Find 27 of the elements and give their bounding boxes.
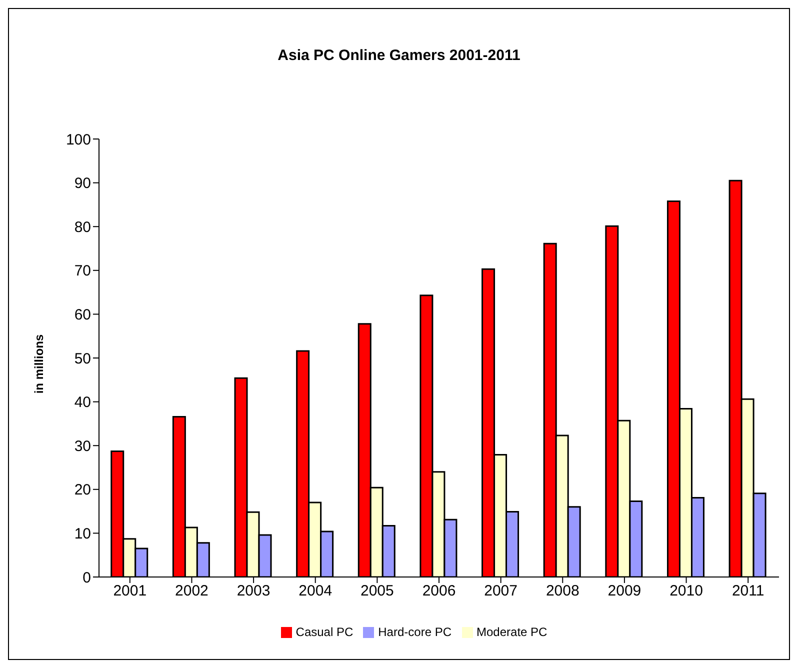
chart-title: Asia PC Online Gamers 2001-2011 (276, 47, 522, 64)
legend-label: Hard-core PC (378, 625, 452, 639)
legend-label: Moderate PC (476, 625, 548, 639)
x-tick-label: 2004 (298, 582, 332, 600)
y-tick-label: 20 (74, 482, 91, 499)
x-tick-label: 2002 (175, 582, 208, 600)
y-tick-label: 60 (74, 306, 91, 324)
y-tick-label: 100 (66, 131, 91, 148)
x-tick-label: 2007 (484, 582, 518, 600)
x-tick-label: 2005 (360, 582, 394, 600)
x-tick-label: 2003 (236, 582, 270, 600)
x-tick-label: 2011 (732, 582, 764, 600)
x-tick-label: 2010 (670, 582, 703, 600)
y-tick-label: 70 (74, 262, 91, 280)
x-tick-label: 2006 (422, 582, 456, 600)
x-tick-label: 2009 (608, 582, 642, 600)
y-tick-label: 90 (74, 175, 91, 192)
x-tick-label: 2008 (546, 582, 580, 600)
y-tick-label: 40 (74, 394, 91, 412)
y-axis-title: in millions (32, 334, 46, 394)
y-tick-label: 80 (74, 218, 91, 236)
y-tick-label: 30 (74, 438, 91, 455)
y-tick-label: 10 (74, 526, 91, 543)
y-tick-label: 0 (82, 569, 91, 586)
x-tick-label: 2001 (113, 582, 147, 600)
y-tick-label: 50 (74, 350, 91, 368)
legend-label: Casual PC (296, 625, 354, 639)
